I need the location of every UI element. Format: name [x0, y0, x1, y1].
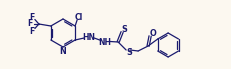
Text: S: S — [121, 24, 127, 34]
Text: F: F — [29, 12, 34, 22]
Text: HN: HN — [82, 32, 95, 41]
Text: NH: NH — [98, 37, 111, 47]
Text: F: F — [29, 26, 34, 35]
Text: Cl: Cl — [75, 13, 83, 22]
Text: N: N — [59, 47, 66, 55]
Text: S: S — [126, 47, 132, 57]
Text: O: O — [149, 28, 155, 37]
Text: F: F — [27, 20, 32, 28]
